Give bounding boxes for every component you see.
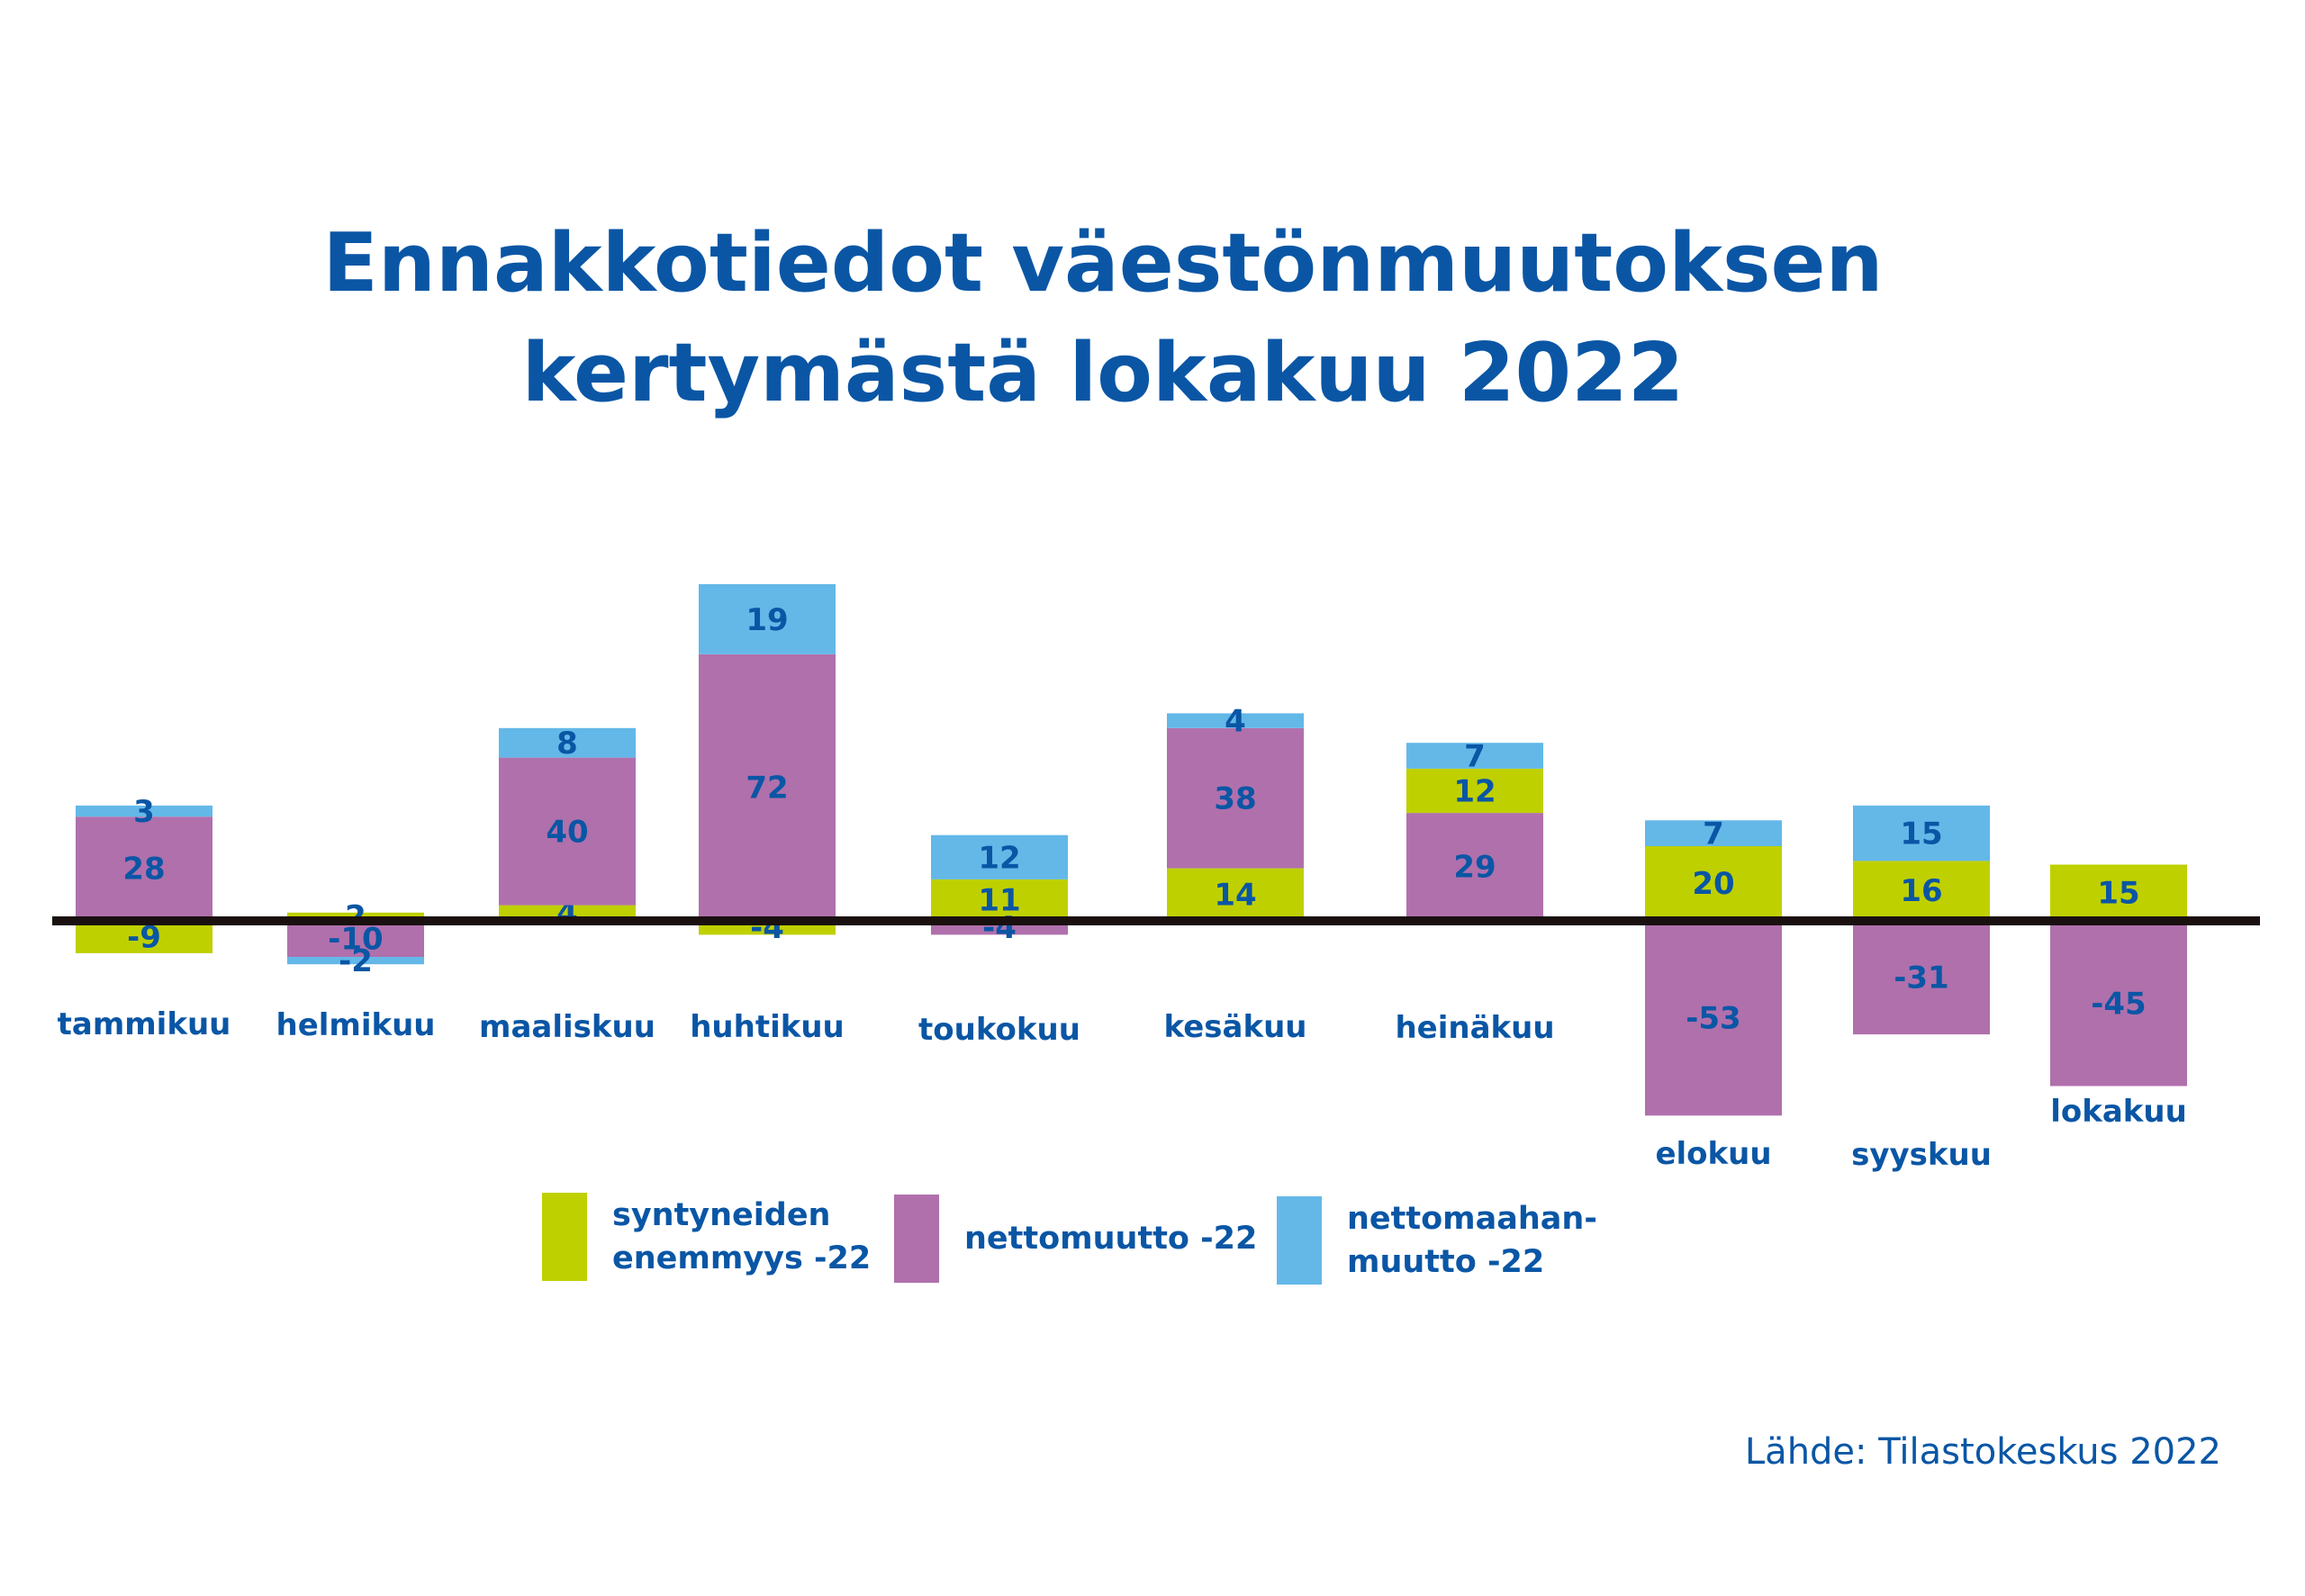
category-label-heinäkuu: heinäkuu	[1395, 1010, 1554, 1046]
data-label-nettomaahanmuutto-huhtikuu: 19	[746, 602, 788, 638]
legend-swatch-nettomaahanmuutto	[1277, 1196, 1322, 1285]
chart-title-line-2: kertymästä lokakuu 2022	[521, 326, 1685, 420]
bar-nettomaahanmuutto-elokuu	[1645, 820, 1782, 846]
data-label-nettomaahanmuutto-tammikuu: 3	[133, 794, 155, 830]
legend-item-nettomaahanmuutto: nettomaahan- muutto -22	[1277, 1196, 1597, 1285]
category-label-kesäkuu: kesäkuu	[1164, 1009, 1307, 1045]
category-label-syyskuu: syyskuu	[1851, 1137, 1992, 1173]
bar-nettomuutto-helmikuu	[287, 920, 424, 957]
legend-swatch-syntyneiden	[542, 1193, 587, 1281]
legend-item-syntyneiden: syntyneiden enemmyys -22	[542, 1193, 871, 1281]
data-label-nettomaahanmuutto-maaliskuu: 8	[556, 726, 578, 762]
data-label-nettomaahanmuutto-syyskuu: 15	[1900, 816, 1942, 852]
bar-nettomuutto-heinäkuu	[1406, 813, 1543, 920]
category-label-elokuu: elokuu	[1655, 1136, 1771, 1172]
bar-nettomaahanmuutto-helmikuu	[287, 957, 424, 965]
bar-syntyneiden-elokuu	[1645, 846, 1782, 920]
data-label-syntyneiden-syyskuu: 16	[1900, 873, 1942, 909]
legend-swatch-nettomuutto	[894, 1195, 939, 1283]
data-label-nettomaahanmuutto-kesäkuu: 4	[1225, 704, 1246, 740]
category-label-helmikuu: helmikuu	[276, 1007, 435, 1043]
legend-label-nettomuutto: nettomuutto -22	[964, 1221, 1258, 1257]
bar-syntyneiden-tammikuu	[76, 920, 212, 953]
bar-nettomaahanmuutto-tammikuu	[76, 805, 212, 817]
data-label-syntyneiden-lokakuu: 15	[2097, 875, 2139, 911]
bar-syntyneiden-toukokuu	[931, 879, 1068, 920]
chart-title-line-1: Ennakkotiedot väestönmuutoksen	[322, 216, 1884, 311]
data-label-nettomuutto-syyskuu: -31	[1894, 960, 1948, 996]
data-label-nettomaahanmuutto-toukokuu: 12	[978, 840, 1020, 876]
data-label-syntyneiden-heinäkuu: 12	[1453, 774, 1496, 810]
zero-axis-line	[52, 916, 2260, 925]
category-label-lokakuu: lokakuu	[2050, 1094, 2187, 1130]
bar-nettomaahanmuutto-syyskuu	[1853, 805, 1990, 861]
bar-syntyneiden-heinäkuu	[1406, 768, 1543, 814]
legend-label-syntyneiden: syntyneiden enemmyys -22	[612, 1197, 872, 1276]
data-label-nettomuutto-huhtikuu: 72	[746, 770, 788, 806]
source-note: Lähde: Tilastokeskus 2022	[1744, 1431, 2221, 1473]
category-label-tammikuu: tammikuu	[58, 1006, 231, 1042]
bar-nettomaahanmuutto-toukokuu	[931, 834, 1068, 879]
data-label-syntyneiden-tammikuu: -9	[127, 919, 161, 955]
chart-title: Ennakkotiedot väestönmuutoksen kertymäst…	[0, 209, 2206, 428]
data-label-nettomuutto-lokakuu: -45	[2091, 986, 2146, 1022]
bar-syntyneiden-helmikuu	[287, 912, 424, 920]
bar-nettomuutto-lokakuu	[2050, 920, 2187, 1087]
data-label-syntyneiden-toukokuu: 11	[978, 882, 1020, 918]
data-label-nettomuutto-toukokuu: -4	[982, 910, 1017, 946]
category-label-huhtikuu: huhtikuu	[690, 1009, 845, 1045]
legend-item-nettomuutto: nettomuutto -22	[894, 1195, 1257, 1283]
bar-nettomaahanmuutto-huhtikuu	[699, 583, 836, 654]
bar-nettomuutto-huhtikuu	[699, 654, 836, 920]
bar-nettomaahanmuutto-kesäkuu	[1167, 713, 1304, 728]
bar-syntyneiden-maaliskuu	[499, 905, 636, 920]
bar-nettomaahanmuutto-maaliskuu	[499, 727, 636, 758]
data-label-nettomuutto-heinäkuu: 29	[1453, 850, 1496, 886]
bar-syntyneiden-syyskuu	[1853, 861, 1990, 920]
data-label-nettomaahanmuutto-helmikuu: -2	[339, 943, 373, 979]
bar-nettomuutto-maaliskuu	[499, 757, 636, 906]
data-label-syntyneiden-elokuu: 20	[1692, 866, 1734, 902]
bar-nettomuutto-syyskuu	[1853, 920, 1990, 1035]
bar-nettomaahanmuutto-heinäkuu	[1406, 743, 1543, 769]
data-label-nettomuutto-kesäkuu: 38	[1214, 781, 1256, 817]
data-label-nettomaahanmuutto-elokuu: 7	[1703, 816, 1724, 852]
data-label-nettomuutto-maaliskuu: 40	[546, 815, 588, 851]
bar-syntyneiden-kesäkuu	[1167, 868, 1304, 920]
bar-nettomuutto-elokuu	[1645, 920, 1782, 1116]
legend-label-nettomaahanmuutto: nettomaahan- muutto -22	[1347, 1201, 1597, 1280]
bar-nettomuutto-kesäkuu	[1167, 727, 1304, 869]
category-label-toukokuu: toukokuu	[918, 1012, 1080, 1048]
bar-syntyneiden-lokakuu	[2050, 864, 2187, 920]
bar-nettomuutto-tammikuu	[76, 816, 212, 920]
data-label-nettomuutto-helmikuu: -10	[328, 922, 383, 958]
data-label-nettomuutto-tammikuu: 28	[122, 852, 165, 888]
data-label-nettomuutto-elokuu: -53	[1686, 1001, 1740, 1037]
category-label-maaliskuu: maaliskuu	[479, 1009, 655, 1045]
data-label-syntyneiden-kesäkuu: 14	[1214, 877, 1256, 913]
data-label-nettomaahanmuutto-heinäkuu: 7	[1464, 739, 1486, 775]
